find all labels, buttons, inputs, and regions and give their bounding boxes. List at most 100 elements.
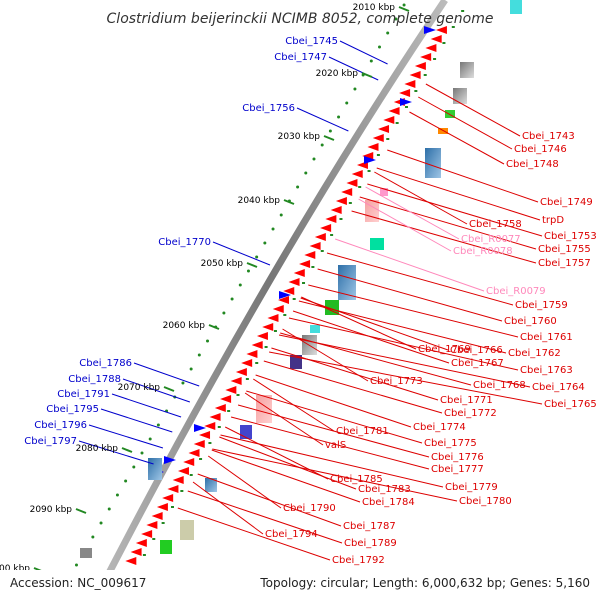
right-gene-label: Cbei_1787 xyxy=(343,521,396,532)
right-gene-label: Cbei_1757 xyxy=(538,258,591,269)
scale-tick-label: 2050 kbp xyxy=(201,259,244,269)
forward-gene-arrow xyxy=(330,206,342,214)
right-gene-label: Cbei_1774 xyxy=(413,422,466,433)
right-leader-line xyxy=(335,238,485,292)
right-gene-label: Cbei_1789 xyxy=(344,538,397,549)
scale-labels: 2010 kbp 2020 kbp 2030 kbp 2040 kbp 2050 kbp… xyxy=(0,3,410,574)
right-leader-line xyxy=(255,374,412,428)
scale-dot xyxy=(394,17,398,21)
right-leader-line xyxy=(326,252,514,306)
right-leader-line xyxy=(418,96,513,150)
right-gene-label: Cbei_1775 xyxy=(424,438,477,449)
forward-gene-arrow xyxy=(135,539,147,547)
right-leader-line xyxy=(224,426,329,480)
genome-backbone xyxy=(91,0,448,600)
annotation-block xyxy=(240,425,252,439)
feature-dot xyxy=(442,42,446,44)
forward-gene-arrow xyxy=(304,251,316,259)
right-leader-line xyxy=(280,332,472,386)
right-leader-line xyxy=(212,448,458,502)
scale-dot xyxy=(206,339,210,343)
forward-gene-arrow xyxy=(256,332,268,340)
feature-dot xyxy=(264,346,268,348)
right-gene-label: Cbei_1763 xyxy=(520,365,573,376)
forward-gene-arrow xyxy=(351,170,363,178)
forward-gene-arrow xyxy=(341,188,353,196)
right-leader-line xyxy=(187,490,343,544)
forward-gene-arrow xyxy=(293,269,305,277)
right-leader-line xyxy=(230,416,430,470)
forward-gene-arrow xyxy=(288,278,300,286)
scale-dot xyxy=(132,465,136,469)
forward-gene-arrow xyxy=(430,35,442,43)
scale-tick-mark xyxy=(323,135,335,141)
feature-dot xyxy=(386,138,390,140)
forward-gene-arrow xyxy=(151,512,163,520)
annotation-block xyxy=(256,395,272,423)
right-leader-line xyxy=(359,196,537,250)
right-gene-label: Cbei_1753 xyxy=(544,231,597,242)
right-leader-line xyxy=(246,390,423,444)
right-leader-line xyxy=(268,351,543,405)
right-leader-line xyxy=(365,186,460,240)
feature-dot xyxy=(433,58,437,60)
right-leader-line xyxy=(271,347,439,401)
forward-gene-arrow xyxy=(204,422,216,430)
forward-gene-arrow xyxy=(156,503,168,511)
feature-dot xyxy=(451,26,455,28)
forward-gene-arrow xyxy=(299,260,311,268)
footer-bg xyxy=(0,570,600,600)
accession-text: Accession: NC_009617 xyxy=(10,576,146,590)
feature-dot xyxy=(283,314,287,316)
forward-gene-arrow xyxy=(314,233,326,241)
feature-dot xyxy=(208,442,212,444)
forward-gene-arrow xyxy=(409,71,421,79)
scale-dot xyxy=(345,101,349,105)
scale-dot xyxy=(279,213,283,217)
scale-dot xyxy=(246,269,250,273)
feature-dot xyxy=(311,266,315,268)
left-leader-line xyxy=(100,408,173,433)
forward-gene-arrow xyxy=(283,287,295,295)
forward-gene-arrow xyxy=(414,62,426,70)
feature-dot xyxy=(180,490,184,492)
scale-dot xyxy=(320,143,324,147)
forward-gene-arrow xyxy=(388,107,400,115)
right-gene-label: Cbei_1780 xyxy=(459,496,512,507)
scale-tick-mark xyxy=(398,6,410,12)
forward-gene-arrow xyxy=(235,368,247,376)
scale-dot xyxy=(255,255,259,259)
feature-dot xyxy=(245,378,249,380)
forward-gene-arrow xyxy=(230,377,242,385)
scale-tick-label: 2010 kbp xyxy=(353,3,396,13)
scale-dot xyxy=(312,157,316,161)
annotation-block xyxy=(453,88,467,104)
label-leaders xyxy=(78,40,543,561)
forward-gene-arrow xyxy=(162,494,174,502)
forward-gene-arrow xyxy=(372,134,384,142)
forward-gene-arrow xyxy=(404,80,416,88)
left-gene-label: Cbei_1797 xyxy=(24,436,77,447)
scale-tick-mark xyxy=(121,447,133,453)
right-leader-line xyxy=(308,284,519,338)
right-leader-line xyxy=(351,210,537,264)
annotation-block xyxy=(460,62,474,78)
scale-dot xyxy=(353,87,357,91)
feature-dot xyxy=(414,90,418,92)
right-gene-label: Cbei_1762 xyxy=(508,348,561,359)
forward-gene-arrow xyxy=(193,440,205,448)
forward-gene-arrow xyxy=(278,296,289,304)
feature-dot xyxy=(423,74,427,76)
scale-dot xyxy=(296,185,300,189)
left-gene-label: Cbei_1788 xyxy=(68,374,121,385)
reverse-gene-arrow xyxy=(364,156,376,164)
scale-tick-label: 2100 kbp xyxy=(0,564,30,574)
right-gene-label: Cbei_1761 xyxy=(520,332,573,343)
right-gene-label: Cbei_1794 xyxy=(265,529,318,540)
forward-gene-arrow xyxy=(272,305,284,313)
forward-gene-arrow xyxy=(325,215,337,223)
scale-dot xyxy=(271,227,275,231)
annotation-block xyxy=(510,0,522,14)
left-gene-label: Cbei_1756 xyxy=(242,103,295,114)
forward-gene-arrow xyxy=(241,359,253,367)
